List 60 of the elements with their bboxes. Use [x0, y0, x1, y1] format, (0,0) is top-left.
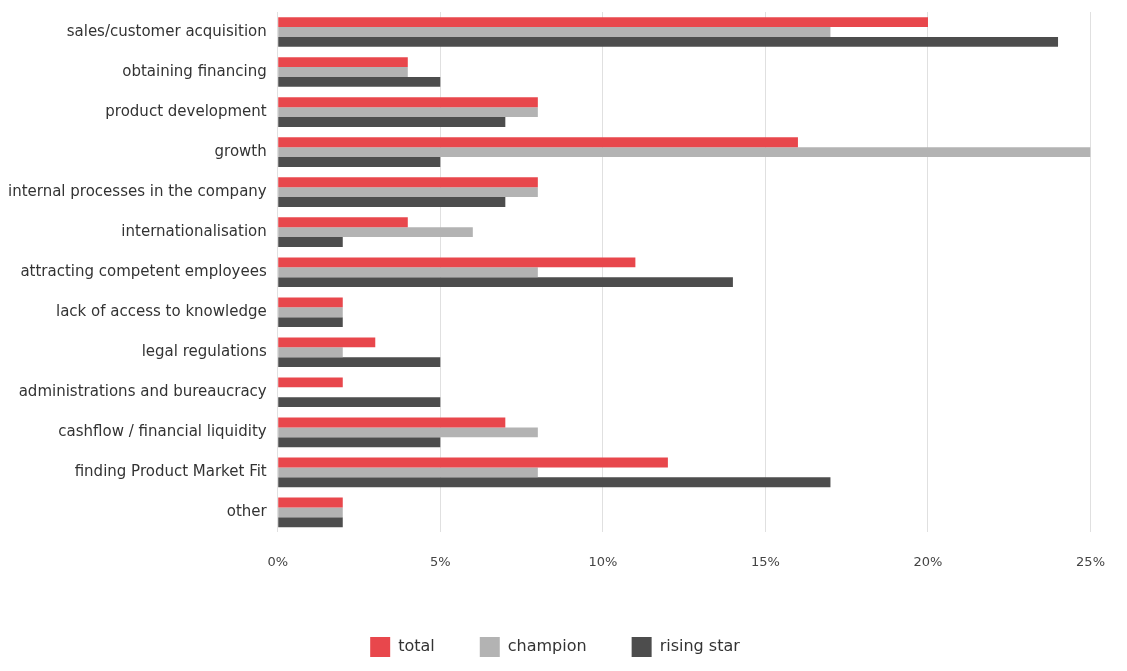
bar — [278, 36, 1059, 47]
bar — [278, 157, 441, 167]
bar — [278, 417, 506, 428]
y-tick-label: other — [226, 502, 268, 521]
y-tick-label: cashflow / financial liquidity — [58, 422, 267, 441]
bar — [278, 97, 538, 108]
x-tick-label: 5% — [429, 553, 451, 569]
x-tick-label: 20% — [913, 553, 943, 569]
bar — [278, 437, 441, 448]
bar — [278, 76, 441, 87]
x-tick-label: 10% — [588, 553, 618, 569]
y-tick-label: legal regulations — [141, 342, 267, 361]
bar — [278, 297, 343, 308]
bar — [278, 277, 733, 288]
bar — [278, 257, 636, 268]
bar — [278, 357, 441, 368]
bar — [278, 27, 831, 37]
bar — [278, 457, 668, 468]
bar — [278, 107, 538, 118]
bar — [278, 337, 376, 348]
bar — [278, 267, 538, 278]
legend-label: rising star — [659, 636, 741, 656]
bar — [278, 237, 343, 247]
y-tick-label: growth — [214, 142, 267, 160]
x-tick-label: 15% — [750, 553, 780, 569]
bar — [278, 177, 538, 188]
bar — [278, 347, 343, 358]
y-tick-label: internationalisation — [121, 222, 267, 241]
bar — [278, 227, 473, 238]
y-tick-label: product development — [105, 101, 267, 120]
y-tick-label: finding Product Market Fit — [74, 462, 267, 481]
bar — [278, 507, 343, 518]
bar — [278, 467, 538, 478]
x-tick-label: 25% — [1076, 553, 1106, 569]
bar — [278, 67, 408, 77]
bar — [278, 117, 506, 127]
bar — [278, 397, 441, 408]
legend-label: total — [398, 636, 435, 656]
bar — [278, 197, 506, 207]
bar — [278, 217, 408, 228]
bar — [278, 137, 798, 148]
bar — [278, 427, 538, 438]
bar — [278, 17, 928, 28]
bar — [278, 317, 343, 328]
x-tick-label: 0% — [267, 553, 289, 569]
y-tick-label: sales/customer acquisition — [66, 21, 267, 40]
bar — [278, 477, 831, 488]
bar — [278, 147, 1091, 158]
y-tick-label: administrations and bureaucracy — [18, 382, 267, 401]
bar — [278, 377, 343, 388]
y-tick-label: lack of access to knowledge — [56, 302, 267, 321]
y-tick-label: attracting competent employees — [20, 262, 267, 281]
y-tick-label: internal processes in the company — [7, 182, 267, 201]
bar — [278, 187, 538, 198]
legend-label: champion — [507, 636, 587, 656]
bar — [278, 497, 343, 508]
bar — [278, 517, 343, 528]
bar — [278, 57, 408, 68]
bar — [278, 307, 343, 318]
y-tick-label: obtaining financing — [122, 61, 267, 80]
